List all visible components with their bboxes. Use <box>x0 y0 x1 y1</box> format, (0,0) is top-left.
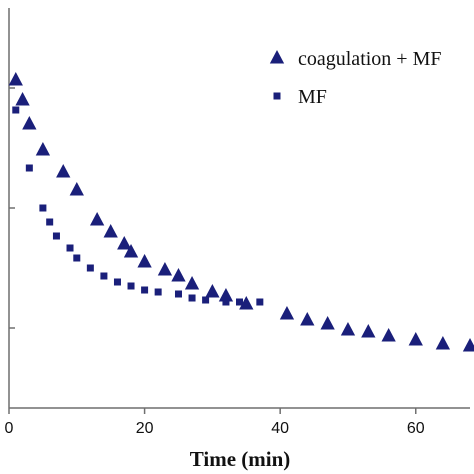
legend-label: coagulation + MF <box>298 48 442 70</box>
square-point <box>256 298 264 306</box>
triangle-point <box>137 253 152 268</box>
x-tick-label: 60 <box>407 420 425 437</box>
triangle-point <box>239 295 254 310</box>
triangle-point <box>408 331 423 346</box>
square-point <box>73 254 81 262</box>
triangle-point <box>435 335 451 350</box>
legend-label: MF <box>298 86 327 108</box>
square-point <box>222 298 230 306</box>
triangle-point <box>300 311 315 326</box>
ticks: 0 20 40 60 <box>5 87 425 437</box>
square-point <box>39 204 47 212</box>
square-point <box>66 244 74 252</box>
x-tick-label: 40 <box>271 420 289 437</box>
square-point <box>141 286 149 294</box>
triangle-point <box>205 283 220 298</box>
square-point <box>202 296 210 304</box>
square-point <box>25 164 33 172</box>
triangle-point <box>157 261 173 276</box>
triangle-point <box>69 181 84 196</box>
triangle-point <box>381 327 396 342</box>
triangle-point <box>117 235 132 250</box>
square-point <box>236 298 243 306</box>
triangle-point <box>35 141 51 156</box>
triangle-point <box>279 305 295 320</box>
series-coagulation-mf <box>8 71 474 352</box>
legend: coagulation + MF MF <box>269 48 442 108</box>
triangle-point <box>123 243 139 258</box>
triangle-point <box>320 315 335 330</box>
triangle-point <box>8 71 23 86</box>
legend-item: MF <box>273 86 327 108</box>
triangle-point <box>171 267 186 282</box>
x-axis-label: Time (min) <box>190 447 291 471</box>
triangle-point <box>340 321 356 336</box>
triangle-point <box>56 163 71 178</box>
triangle-point <box>89 211 105 226</box>
legend-square-marker <box>273 92 281 100</box>
square-point <box>188 294 196 302</box>
triangle-point <box>103 223 118 238</box>
legend-triangle-marker <box>269 49 285 64</box>
square-point <box>127 282 135 290</box>
series-mf <box>12 106 264 306</box>
triangle-point <box>184 275 200 290</box>
square-point <box>12 106 20 114</box>
square-point <box>46 218 54 226</box>
square-point <box>154 288 162 296</box>
triangle-point <box>218 287 234 302</box>
square-point <box>86 264 94 272</box>
triangle-point <box>22 115 37 130</box>
x-tick-label: 0 <box>5 420 14 437</box>
square-point <box>52 232 60 240</box>
legend-item: coagulation + MF <box>269 48 442 70</box>
triangle-point <box>462 337 474 352</box>
square-point <box>113 278 121 286</box>
triangle-point <box>361 323 376 338</box>
x-tick-label: 20 <box>136 420 154 437</box>
triangle-point <box>15 91 30 106</box>
square-point <box>174 290 182 298</box>
square-point <box>100 272 108 280</box>
data-points <box>8 71 474 352</box>
